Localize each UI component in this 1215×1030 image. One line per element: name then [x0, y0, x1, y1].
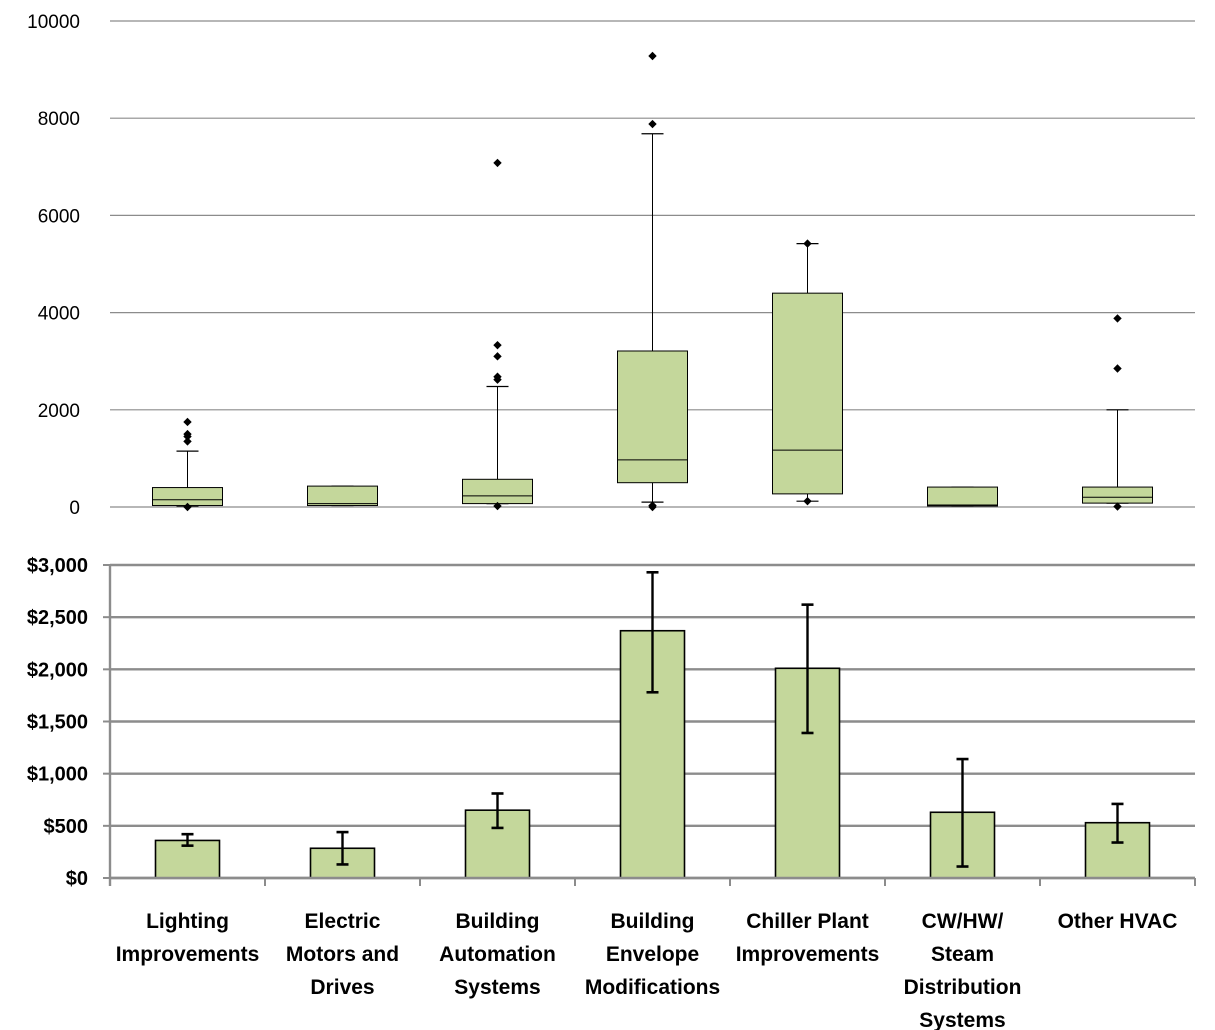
category-label: Electric Motors and Drives	[286, 910, 399, 999]
outlier-point	[493, 352, 502, 361]
category-label-line: Distribution	[904, 976, 1022, 999]
outlier-point	[493, 158, 502, 168]
category-label-line: Systems	[454, 976, 540, 999]
bar-group	[154, 832, 221, 879]
outlier-point	[493, 372, 502, 381]
box-group	[617, 51, 688, 512]
category-label: Other HVAC	[1058, 910, 1178, 933]
bar-group	[1084, 802, 1151, 879]
category-label-line: Other HVAC	[1058, 910, 1178, 933]
bar-group	[619, 571, 686, 879]
bar-chart: $0 $500 $1,000 $1,500 $2,000 $2,500 $3,000 Lig…	[27, 555, 1196, 1030]
boxplot-y-axis-ticks: 0 2000 4000 6000 8000 10000	[27, 12, 80, 519]
outlier-point	[1113, 314, 1122, 323]
box	[307, 485, 378, 507]
outlier-point	[648, 119, 657, 129]
category-label-line: Automation	[439, 943, 556, 966]
bar-y-tick-label: $3,000	[27, 555, 88, 577]
outlier-point	[183, 437, 192, 446]
box-group	[772, 239, 843, 506]
boxplot-y-tick-label: 6000	[38, 206, 80, 227]
outlier-point	[1113, 364, 1122, 373]
box	[462, 478, 533, 505]
outlier-point	[183, 417, 192, 427]
outlier-point	[493, 501, 502, 511]
outlier-point	[803, 496, 812, 506]
category-label: Building Automation Systems	[439, 910, 556, 999]
bar-chart-y-axis-ticks: $0 $500 $1,000 $1,500 $2,000 $2,500 $3,000	[27, 555, 110, 890]
boxplot-y-tick-label: 10000	[27, 12, 80, 33]
category-label: CW/HW/Steam Distribution Systems	[904, 910, 1022, 1030]
boxplot-y-tick-label: 0	[69, 498, 80, 519]
category-label-line: Improvements	[736, 943, 880, 966]
category-label: Lighting Improvements	[116, 910, 260, 966]
category-label-line: Chiller Plant	[746, 910, 869, 933]
category-labels: Lighting Improvements Electric Motors and Dr…	[116, 910, 1178, 1030]
bar-chart-bars	[154, 571, 1151, 879]
category-label-line: Envelope	[606, 943, 699, 966]
bar-y-tick-label: $2,000	[27, 659, 88, 681]
category-label-line: Systems	[919, 1009, 1005, 1030]
outlier-point	[1113, 502, 1122, 511]
category-label-line: Motors and	[286, 943, 399, 966]
bar-group	[464, 792, 531, 879]
box-group	[307, 485, 378, 507]
box-group	[152, 417, 223, 512]
bar-y-tick-label: $2,500	[27, 607, 88, 629]
boxplot-chart: 0 2000 4000 6000 8000 10000	[27, 12, 1195, 519]
box	[617, 350, 688, 484]
box-group	[462, 158, 533, 511]
bar-group	[774, 603, 841, 879]
outlier-point	[493, 340, 502, 350]
outlier-point	[183, 429, 192, 439]
bar-y-tick-label: $500	[44, 816, 89, 838]
category-label: Building Envelope Modifications	[585, 910, 720, 999]
category-label: Chiller Plant Improvements	[736, 910, 880, 966]
category-label-line: Lighting	[146, 910, 229, 933]
category-label-line: Modifications	[585, 976, 720, 999]
category-label-line: CW/HW/	[922, 910, 1004, 933]
bar-y-tick-label: $0	[66, 868, 88, 890]
box	[927, 486, 998, 507]
box	[772, 292, 843, 495]
boxplot-y-tick-label: 4000	[38, 304, 80, 325]
box-group	[1082, 314, 1153, 511]
bar-y-tick-label: $1,500	[27, 712, 88, 734]
bar-chart-x-axis	[108, 565, 1196, 886]
box-group	[927, 486, 998, 507]
category-label-line: Improvements	[116, 943, 260, 966]
category-label-line: Drives	[310, 976, 374, 999]
boxplot-y-tick-label: 8000	[38, 109, 80, 130]
boxplot-boxes	[152, 51, 1153, 512]
outlier-point	[648, 501, 657, 510]
bar-y-tick-label: $1,000	[27, 764, 88, 786]
outlier-point	[803, 239, 812, 248]
box	[1082, 486, 1153, 504]
outlier-point	[648, 51, 657, 61]
category-label-line: Electric	[305, 910, 381, 933]
boxplot-y-tick-label: 2000	[38, 401, 80, 422]
category-label-line: Building	[611, 910, 695, 933]
category-label-line: Building	[456, 910, 540, 933]
bar-group	[929, 757, 996, 879]
category-label-line: Steam	[931, 943, 994, 966]
bar-group	[309, 830, 376, 879]
outlier-point	[183, 502, 192, 512]
